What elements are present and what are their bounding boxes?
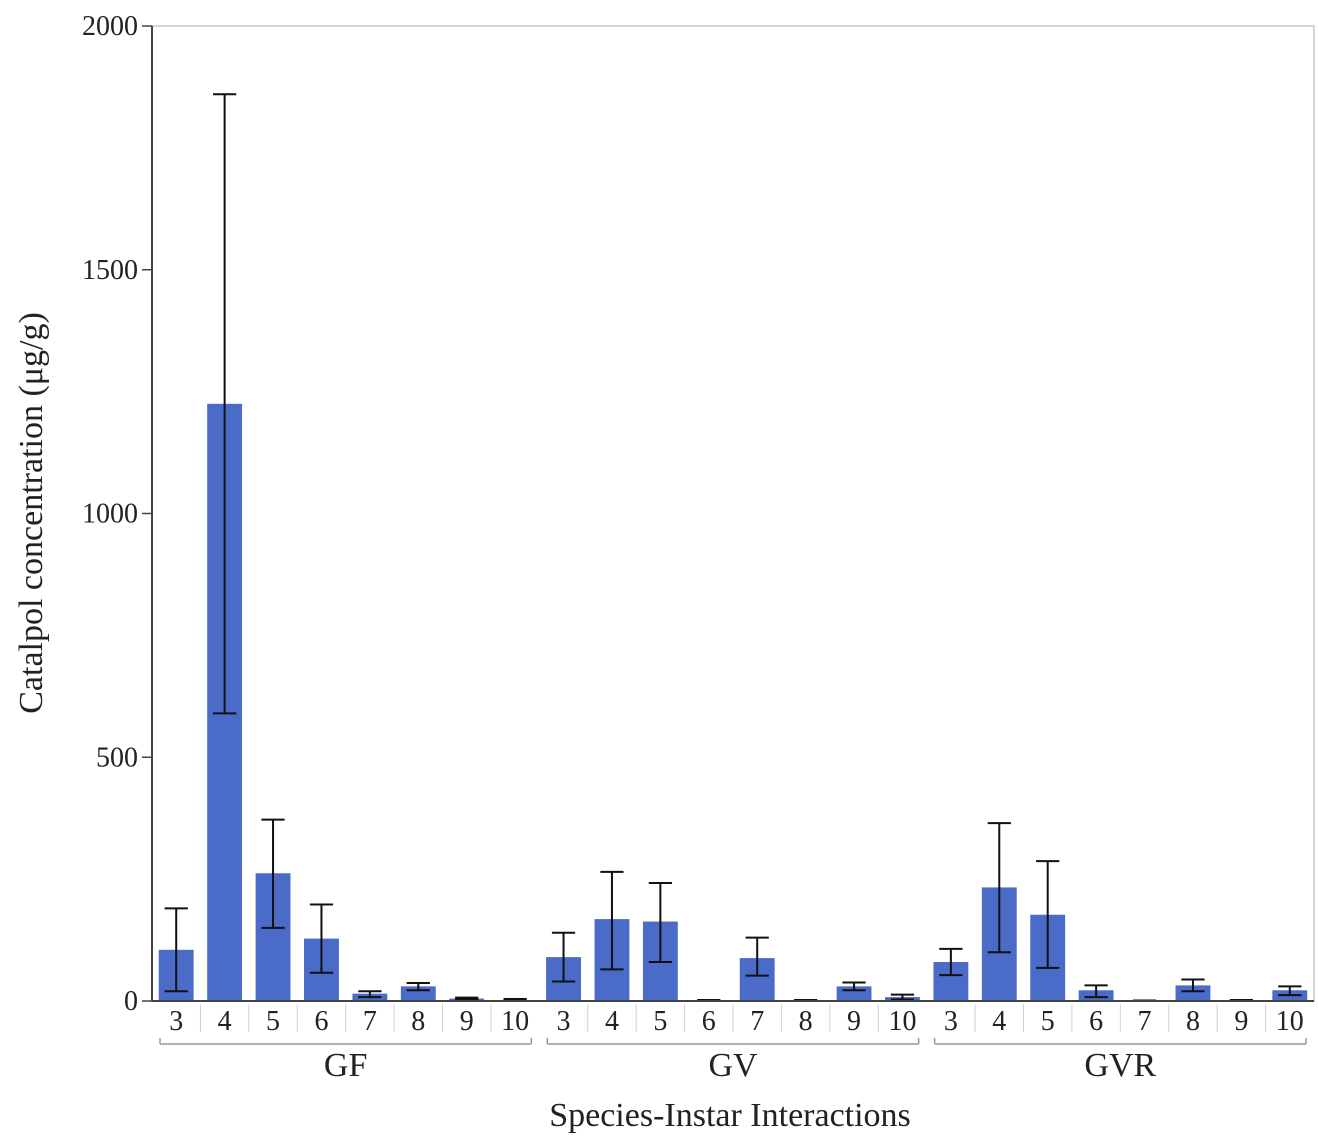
x-tick-label: 6 (1089, 1006, 1103, 1037)
y-tick-label: 1500 (82, 255, 138, 286)
x-tick-label: 3 (944, 1006, 958, 1037)
plot-frame (151, 25, 1315, 1002)
y-axis: 0 500 1000 1500 2000 (82, 11, 152, 1017)
bar-GVR-8 (1175, 985, 1211, 1001)
x-tick-label: 3 (557, 1006, 571, 1037)
x-tick-label: 9 (847, 1006, 861, 1037)
x-axis: 3 4 5 6 7 8 9 10 GF 3 4 5 6 7 8 9 10 GV 3 4 5 6 7 8 9 10 GVR (159, 1004, 1307, 1084)
x-tick-label: 10 (501, 1006, 529, 1037)
y-axis-title: Catalpol concentration (μg/g) (13, 312, 50, 714)
x-tick-label: 6 (702, 1006, 716, 1037)
bars (158, 403, 1308, 1001)
x-tick-label: 9 (1234, 1006, 1248, 1037)
x-tick-label: 9 (460, 1006, 474, 1037)
x-tick-label: 8 (411, 1006, 425, 1037)
x-axis-title: Species-Instar Interactions (549, 1097, 911, 1134)
group-label-GF: GF (324, 1047, 367, 1084)
x-tick-label: 3 (169, 1006, 183, 1037)
x-tick-label: 5 (266, 1006, 280, 1037)
x-tick-label: 6 (314, 1006, 328, 1037)
x-tick-label: 7 (750, 1006, 764, 1037)
y-tick-label: 2000 (82, 11, 138, 42)
x-tick-label: 10 (888, 1006, 916, 1037)
error-bars (164, 93, 1302, 1002)
y-tick-label: 0 (124, 986, 138, 1017)
x-tick-label: 8 (799, 1006, 813, 1037)
x-tick-label: 7 (363, 1006, 377, 1037)
y-tick-label: 1000 (82, 499, 138, 530)
x-tick-label: 4 (992, 1006, 1006, 1037)
y-tick-label: 500 (96, 742, 138, 773)
x-tick-label: 5 (653, 1006, 667, 1037)
x-tick-label: 4 (605, 1006, 619, 1037)
x-tick-label: 5 (1041, 1006, 1055, 1037)
x-tick-label: 4 (218, 1006, 232, 1037)
x-tick-label: 8 (1186, 1006, 1200, 1037)
x-tick-label: 7 (1138, 1006, 1152, 1037)
group-label-GV: GV (708, 1047, 758, 1084)
group-label-GVR: GVR (1084, 1047, 1156, 1084)
x-tick-label: 10 (1276, 1006, 1304, 1037)
